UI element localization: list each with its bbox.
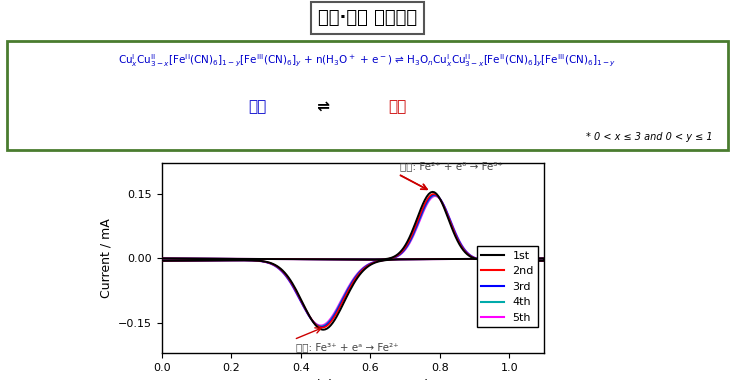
5th (249, 257, 258, 261)
X-axis label: Potential / V vs. Ag/AgCl: Potential / V vs. Ag/AgCl (277, 379, 429, 380)
3rd (430, 192, 439, 197)
Line: 1st: 1st (162, 192, 544, 330)
3rd (157, 256, 166, 261)
1st (462, 252, 471, 257)
3rd (407, 236, 416, 240)
2nd (249, 257, 258, 261)
5th (157, 258, 166, 263)
2nd (157, 258, 166, 263)
Text: 산화·환원 메커니즘: 산화·환원 메커니즘 (318, 9, 417, 27)
1st (249, 257, 258, 261)
Text: 환원: Fe³⁺ + eᵃ → Fe²⁺: 환원: Fe³⁺ + eᵃ → Fe²⁺ (295, 343, 398, 353)
5th (440, 257, 448, 261)
Line: 2nd: 2nd (162, 194, 544, 328)
Text: * 0 < x ≤ 3 and 0 < y ≤ 1: * 0 < x ≤ 3 and 0 < y ≤ 1 (587, 132, 713, 142)
4th (430, 193, 439, 198)
1st (318, 328, 327, 332)
3rd (462, 250, 471, 255)
4th (249, 257, 258, 261)
Text: 산화: Fe²⁺ + e⁰ → Fe³⁺: 산화: Fe²⁺ + e⁰ → Fe³⁺ (400, 161, 503, 171)
Line: 5th: 5th (162, 196, 544, 326)
2nd (157, 256, 166, 261)
Text: Cu$^{\rm I}_{x}$Cu$^{\rm II}_{3-x}$[Fe$^{\rm II}$(CN)$_6$]$_{1-y}$[Fe$^{\rm III}: Cu$^{\rm I}_{x}$Cu$^{\rm II}_{3-x}$[Fe$^… (118, 52, 617, 69)
5th (462, 250, 471, 255)
FancyBboxPatch shape (7, 41, 728, 150)
2nd (368, 261, 377, 265)
Line: 3rd: 3rd (162, 195, 544, 327)
Text: 환원: 환원 (388, 99, 406, 114)
3rd (368, 260, 377, 265)
Line: 4th: 4th (162, 195, 544, 326)
4th (365, 262, 373, 266)
5th (317, 323, 326, 328)
Legend: 1st, 2nd, 3rd, 4th, 5th: 1st, 2nd, 3rd, 4th, 5th (477, 246, 538, 328)
5th (407, 238, 416, 242)
1st (407, 231, 416, 235)
4th (157, 256, 166, 261)
1st (440, 257, 448, 261)
2nd (365, 263, 373, 267)
4th (462, 250, 471, 255)
3rd (317, 325, 326, 329)
2nd (440, 257, 448, 261)
4th (440, 257, 448, 261)
3rd (157, 258, 166, 263)
4th (407, 237, 416, 241)
Text: 산화: 산화 (248, 99, 266, 114)
2nd (430, 192, 439, 196)
4th (368, 260, 377, 265)
5th (430, 194, 439, 198)
1st (368, 261, 377, 266)
1st (157, 256, 166, 261)
5th (368, 260, 377, 264)
3rd (365, 262, 373, 267)
5th (157, 256, 166, 261)
2nd (462, 251, 471, 256)
4th (317, 324, 326, 329)
4th (157, 258, 166, 263)
1st (157, 258, 166, 263)
2nd (407, 234, 416, 239)
2nd (318, 325, 327, 330)
3rd (249, 257, 258, 261)
Text: ⇌: ⇌ (312, 99, 335, 114)
5th (365, 262, 373, 266)
1st (428, 190, 437, 194)
3rd (440, 257, 448, 261)
Y-axis label: Current / mA: Current / mA (99, 218, 112, 298)
1st (365, 263, 373, 268)
